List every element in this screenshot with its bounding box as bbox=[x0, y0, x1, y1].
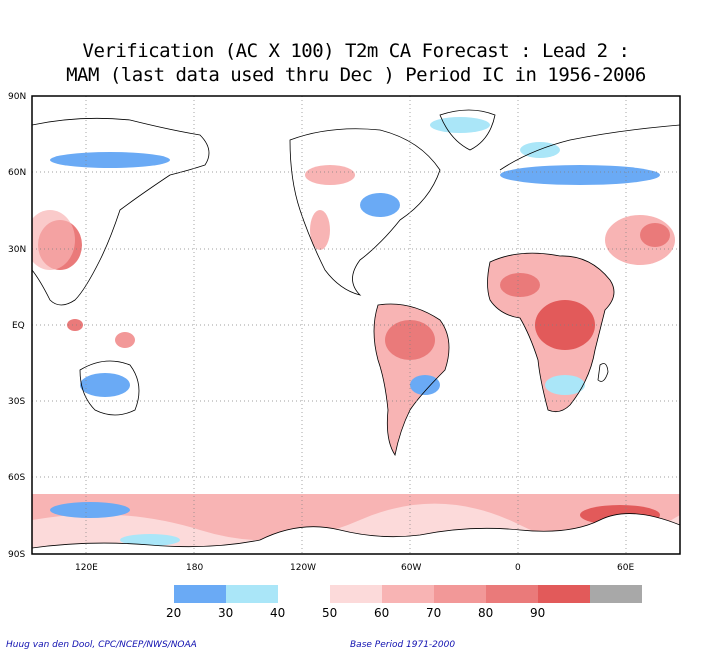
lon-label-120e: 120E bbox=[75, 563, 98, 573]
greenland-shading bbox=[430, 117, 490, 133]
colorbar-label-90: 90 bbox=[530, 606, 545, 620]
canada-shading-blue bbox=[360, 193, 400, 217]
title-line-2: MAM (last data used thru Dec ) Period IC… bbox=[66, 64, 646, 86]
colorbar-label-70: 70 bbox=[426, 606, 441, 620]
longitude-labels: 120E 180 120W 60W 0 60E bbox=[75, 563, 634, 573]
lon-label-0: 0 bbox=[515, 563, 521, 573]
russia-shading-blue bbox=[500, 165, 660, 185]
indonesia-shading bbox=[115, 332, 135, 348]
lat-label-30s: 30S bbox=[8, 397, 25, 407]
colorbar-swatch bbox=[174, 585, 226, 603]
lat-label-30n: 30N bbox=[8, 245, 26, 255]
colorbar-swatch bbox=[538, 585, 590, 603]
lon-label-60e: 60E bbox=[617, 563, 634, 573]
africa-coastline bbox=[487, 252, 615, 413]
asia-coastline bbox=[32, 117, 210, 306]
africa-shading-light bbox=[545, 375, 585, 395]
greenland-coastline bbox=[439, 109, 496, 151]
colorbar-swatch bbox=[434, 585, 486, 603]
north-america-coastline bbox=[289, 128, 441, 296]
colorbar bbox=[174, 585, 642, 603]
south-america-shading-blue bbox=[410, 375, 440, 395]
colorbar-label-60: 60 bbox=[374, 606, 389, 620]
lat-label-90n: 90N bbox=[8, 92, 26, 102]
title-line-1: Verification (AC X 100) T2m CA Forecast … bbox=[82, 40, 630, 62]
madagascar-coastline bbox=[597, 363, 609, 382]
europe-coastline bbox=[499, 124, 680, 171]
colorbar-label-20: 20 bbox=[166, 606, 181, 620]
colorbar-swatch bbox=[382, 585, 434, 603]
colorbar-swatch bbox=[330, 585, 382, 603]
colorbar-labels: 20 30 40 50 60 70 80 90 bbox=[166, 606, 545, 620]
africa-shading-mid bbox=[500, 273, 540, 297]
colorbar-swatch bbox=[590, 585, 642, 603]
western-us-shading bbox=[310, 210, 330, 250]
lat-label-60n: 60N bbox=[8, 168, 26, 178]
gridlines bbox=[32, 96, 680, 554]
map-frame bbox=[31, 95, 681, 555]
lat-label-eq: EQ bbox=[12, 321, 25, 331]
colorbar-swatch bbox=[486, 585, 538, 603]
coastlines bbox=[32, 109, 680, 549]
credit-text: Huug van den Dool, CPC/NCEP/NWS/NOAA bbox=[6, 640, 197, 650]
middle-east-shading-strong bbox=[640, 223, 670, 247]
colorbar-label-50: 50 bbox=[322, 606, 337, 620]
south-america-coastline bbox=[373, 303, 450, 457]
colorbar-label-30: 30 bbox=[218, 606, 233, 620]
colorbar-label-40: 40 bbox=[270, 606, 285, 620]
colorbar-swatch bbox=[226, 585, 278, 603]
australia-coastline bbox=[79, 360, 140, 416]
siberia-shading-blue bbox=[50, 152, 170, 168]
lon-label-60w: 60W bbox=[401, 563, 421, 573]
lon-label-180: 180 bbox=[186, 563, 203, 573]
australia-shading-blue bbox=[80, 373, 130, 397]
asia-shading bbox=[32, 210, 75, 270]
lat-label-60s: 60S bbox=[8, 473, 25, 483]
indonesia-shading-2 bbox=[67, 319, 83, 331]
lat-label-90s: 90S bbox=[8, 550, 25, 560]
colorbar-swatch bbox=[278, 585, 330, 603]
colorbar-label-80: 80 bbox=[478, 606, 493, 620]
north-america-shading bbox=[305, 165, 355, 185]
antarctic-shading-lightblue bbox=[120, 534, 180, 546]
lon-label-120w: 120W bbox=[290, 563, 316, 573]
antarctica-coastline bbox=[32, 513, 680, 549]
antarctic-shading-blue bbox=[50, 502, 130, 518]
base-period-text: Base Period 1971-2000 bbox=[350, 640, 456, 650]
latitude-labels: 90N 60N 30N EQ 30S 60S 90S bbox=[8, 92, 26, 560]
